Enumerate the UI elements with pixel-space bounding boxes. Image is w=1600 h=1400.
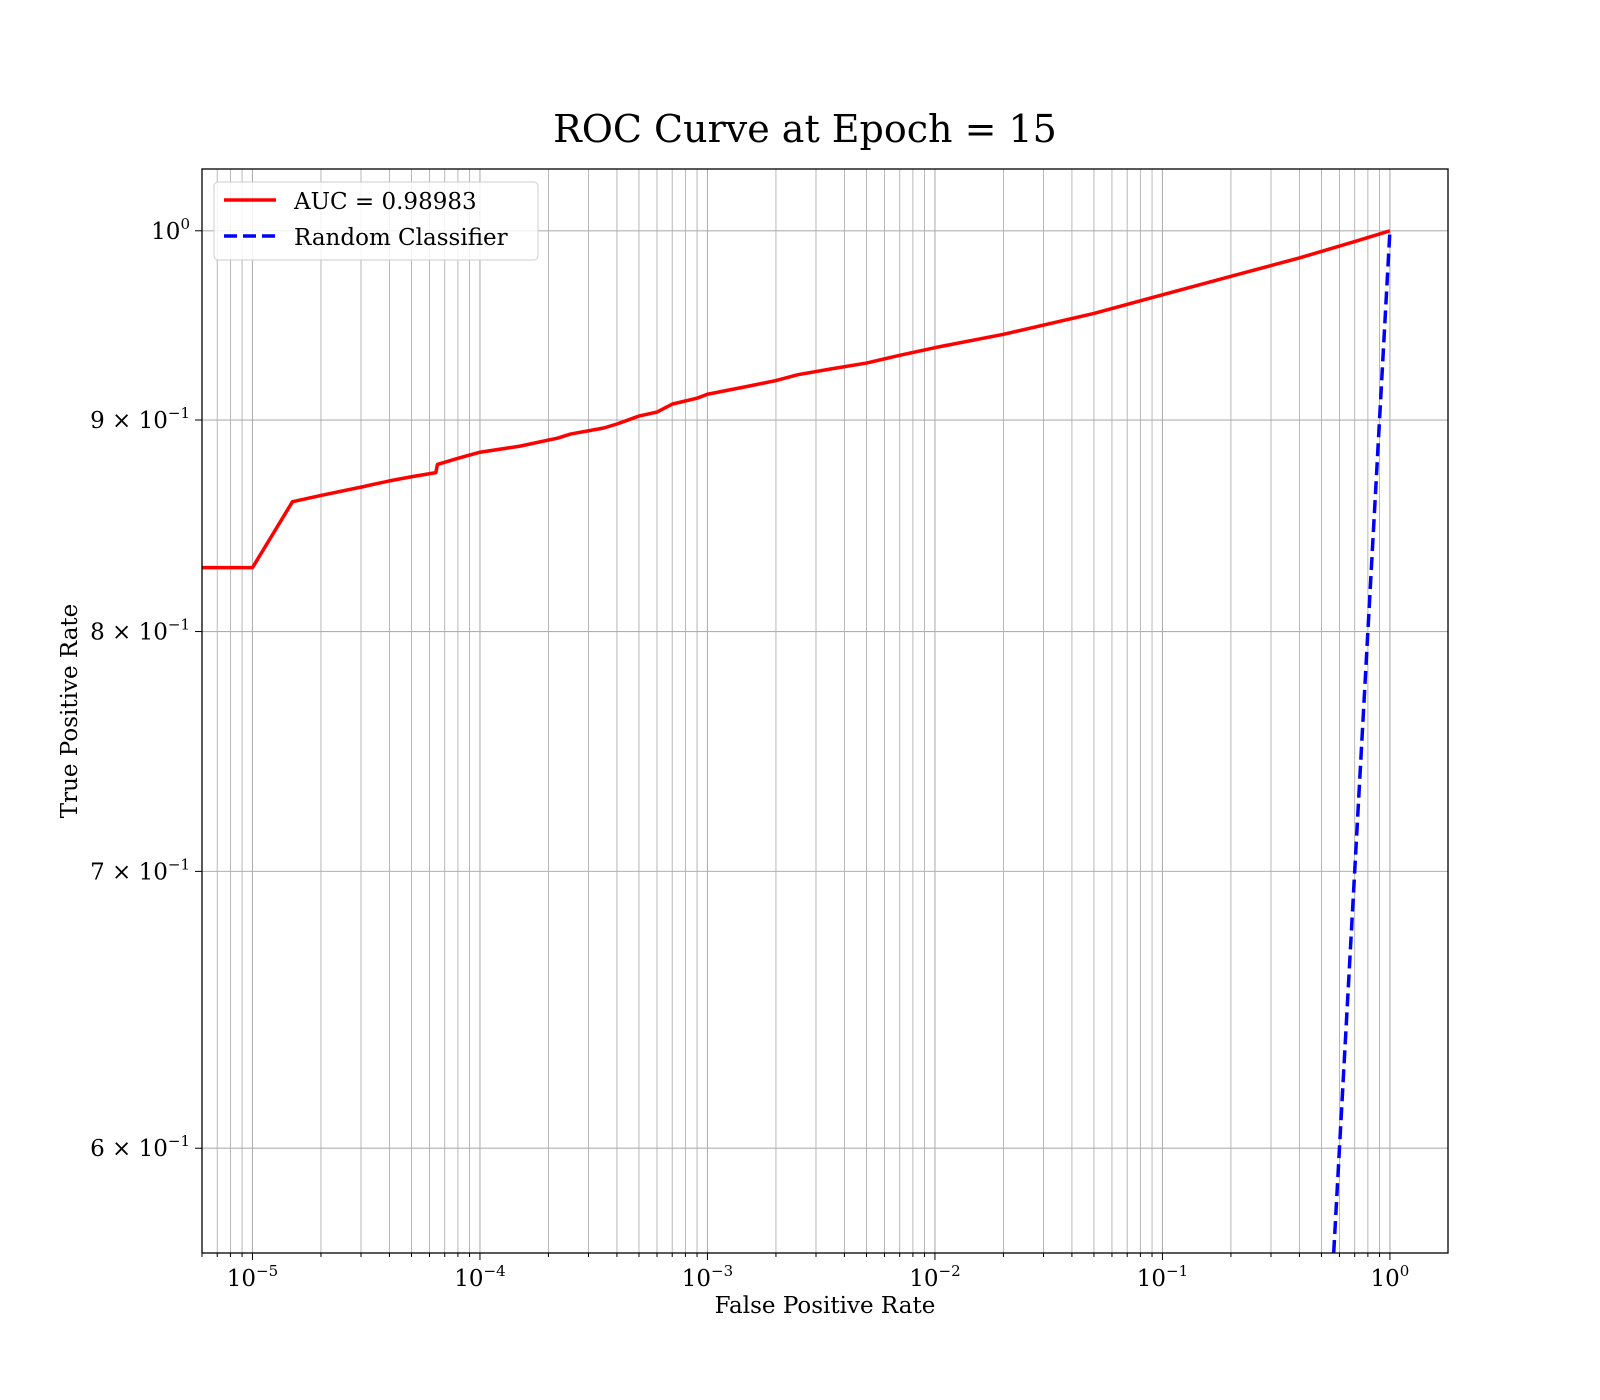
x-tick-label: 10−4 — [454, 1262, 505, 1292]
tick-layer: 10−5 10−4 10−3 10−2 10−1 100 100 9 × 10−1 8 × 10… — [90, 215, 1409, 1292]
roc-curve-line — [202, 229, 1391, 570]
plot-frame — [201, 168, 1449, 1254]
legend-entry-random: Random Classifier — [294, 225, 508, 251]
y-axis-label: True Positive Rate — [57, 604, 83, 819]
legend: AUC = 0.98983 Random Classifier — [213, 181, 539, 261]
x-tick-label: 100 — [1371, 1262, 1410, 1292]
x-tick-label: 10−1 — [1137, 1262, 1188, 1292]
y-tick-label: 6 × 10−1 — [90, 1132, 190, 1162]
x-tick-label: 10−3 — [682, 1262, 733, 1292]
y-tick-label: 100 — [151, 215, 190, 245]
random-classifier-line — [1331, 230, 1392, 1253]
x-tick-label: 10−2 — [909, 1262, 960, 1292]
series-layer — [202, 229, 1392, 1253]
chart-title: ROC Curve at Epoch = 15 — [553, 107, 1057, 151]
y-tick-label: 7 × 10−1 — [90, 855, 190, 885]
x-tick-label: 10−5 — [227, 1262, 278, 1292]
legend-box — [213, 181, 539, 261]
x-axis-label: False Positive Rate — [715, 1293, 936, 1319]
y-tick-label: 9 × 10−1 — [90, 404, 190, 434]
grid — [201, 169, 1448, 1253]
legend-entry-auc: AUC = 0.98983 — [293, 189, 477, 215]
y-tick-label: 8 × 10−1 — [90, 616, 190, 646]
